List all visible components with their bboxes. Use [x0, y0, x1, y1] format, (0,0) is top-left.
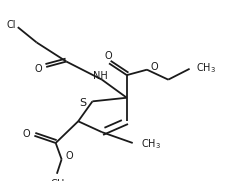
- Text: Cl: Cl: [6, 20, 16, 30]
- Text: O: O: [34, 64, 42, 74]
- Text: CH$_3$: CH$_3$: [50, 177, 70, 181]
- Text: CH$_3$: CH$_3$: [196, 61, 216, 75]
- Text: CH$_3$: CH$_3$: [141, 137, 161, 151]
- Text: S: S: [79, 98, 86, 108]
- Text: O: O: [23, 129, 30, 139]
- Text: NH: NH: [92, 71, 107, 81]
- Text: O: O: [66, 151, 73, 161]
- Text: O: O: [150, 62, 158, 72]
- Text: O: O: [104, 51, 112, 61]
